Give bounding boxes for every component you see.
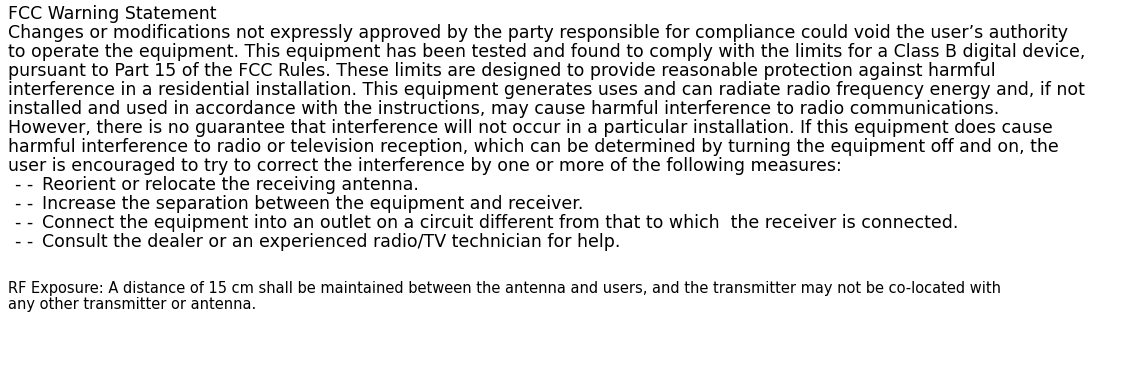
Text: harmful interference to radio or television reception, which can be determined b: harmful interference to radio or televis…: [8, 138, 1059, 156]
Text: any other transmitter or antenna.: any other transmitter or antenna.: [8, 296, 256, 312]
Text: to operate the equipment. This equipment has been tested and found to comply wit: to operate the equipment. This equipment…: [8, 43, 1085, 61]
Text: ‐ ‐: ‐ ‐: [15, 195, 34, 213]
Text: Changes or modifications not expressly approved by the party responsible for com: Changes or modifications not expressly a…: [8, 24, 1068, 42]
Text: Consult the dealer or an experienced radio/TV technician for help.: Consult the dealer or an experienced rad…: [42, 233, 620, 251]
Text: RF Exposure: A distance of 15 cm shall be maintained between the antenna and use: RF Exposure: A distance of 15 cm shall b…: [8, 280, 1001, 296]
Text: installed and used in accordance with the instructions, may cause harmful interf: installed and used in accordance with th…: [8, 100, 999, 118]
Text: Increase the separation between the equipment and receiver.: Increase the separation between the equi…: [42, 195, 583, 213]
Text: pursuant to Part 15 of the FCC Rules. These limits are designed to provide reaso: pursuant to Part 15 of the FCC Rules. Th…: [8, 62, 996, 80]
Text: interference in a residential installation. This equipment generates uses and ca: interference in a residential installati…: [8, 81, 1085, 99]
Text: Connect the equipment into an outlet on a circuit different from that to which  : Connect the equipment into an outlet on …: [42, 214, 958, 232]
Text: Reorient or relocate the receiving antenna.: Reorient or relocate the receiving anten…: [42, 176, 419, 194]
Text: ‐ ‐: ‐ ‐: [15, 233, 34, 251]
Text: However, there is no guarantee that interference will not occur in a particular : However, there is no guarantee that inte…: [8, 119, 1052, 137]
Text: user is encouraged to try to correct the interference by one or more of the foll: user is encouraged to try to correct the…: [8, 157, 842, 175]
Text: ‐ ‐: ‐ ‐: [15, 176, 34, 194]
Text: FCC Warning Statement: FCC Warning Statement: [8, 5, 217, 23]
Text: ‐ ‐: ‐ ‐: [15, 214, 34, 232]
